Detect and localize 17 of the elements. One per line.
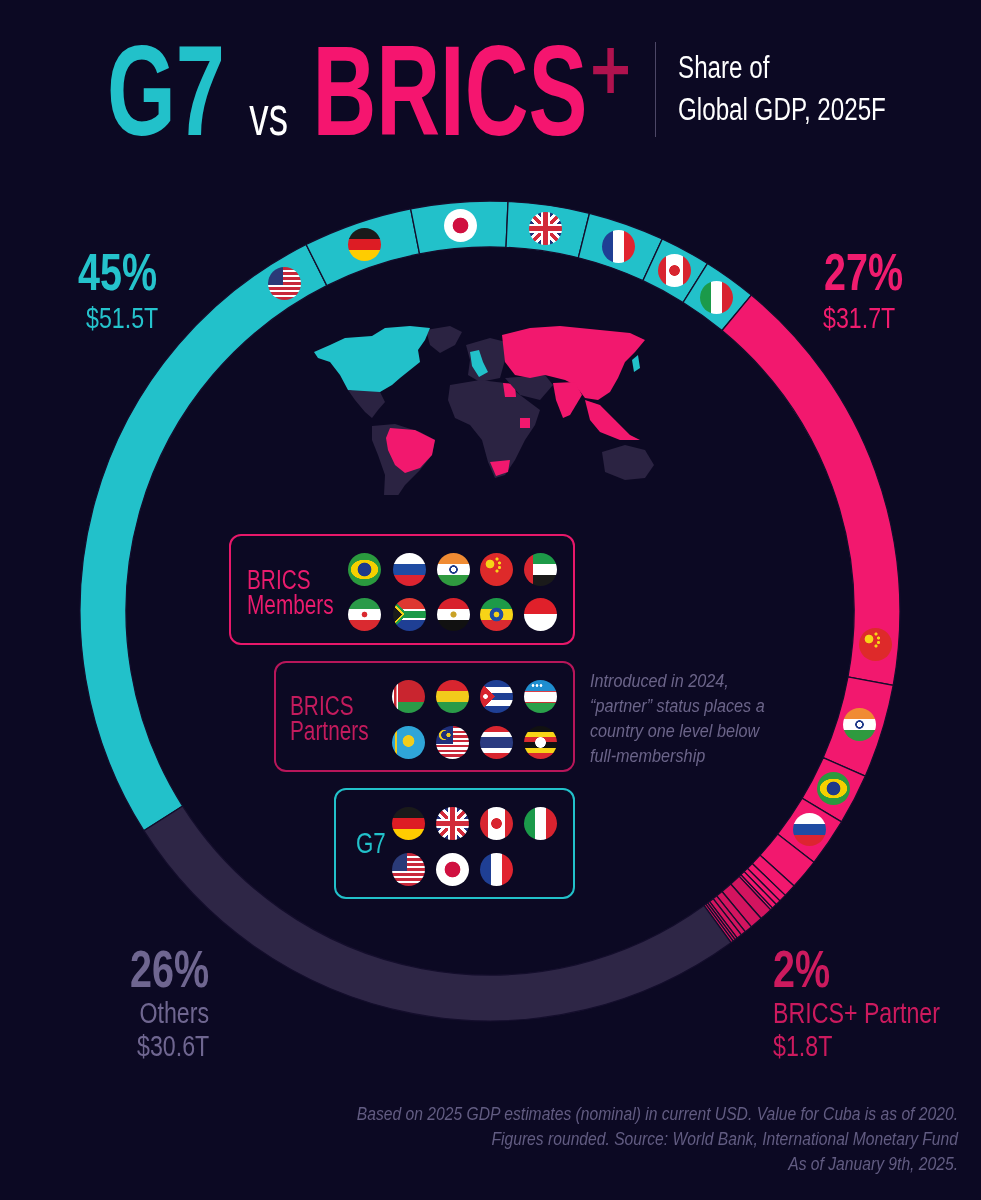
slice-label: Others [139, 997, 209, 1030]
text: BRICS+ Partner [773, 997, 940, 1030]
text: G7 [356, 827, 386, 860]
text: Introduced in 2024, “partner” status places a country one level below full-membership [590, 670, 765, 769]
chart-subtitle: Share of Global GDP, 2025F [678, 48, 886, 129]
text: BRICS Members [247, 565, 334, 621]
chart-title: G7 vs BRICS⁺ [107, 15, 634, 165]
text: 27% [824, 242, 904, 301]
text: $1.8T [773, 1030, 833, 1063]
text: 45% [77, 242, 157, 301]
text: $51.5T [85, 302, 158, 335]
text: $31.7T [823, 302, 896, 335]
text: BRICS Partners [290, 691, 369, 747]
text: Based on 2025 GDP estimates (nominal) in current USD. Value for Cuba is as of 2020. Figures rounded. Source: World Bank, International Monetary Fund As of January 9th, 2025. [356, 1102, 958, 1176]
text: $30.6T [136, 1030, 209, 1063]
text: 26% [129, 939, 209, 998]
text: 2% [773, 939, 831, 998]
